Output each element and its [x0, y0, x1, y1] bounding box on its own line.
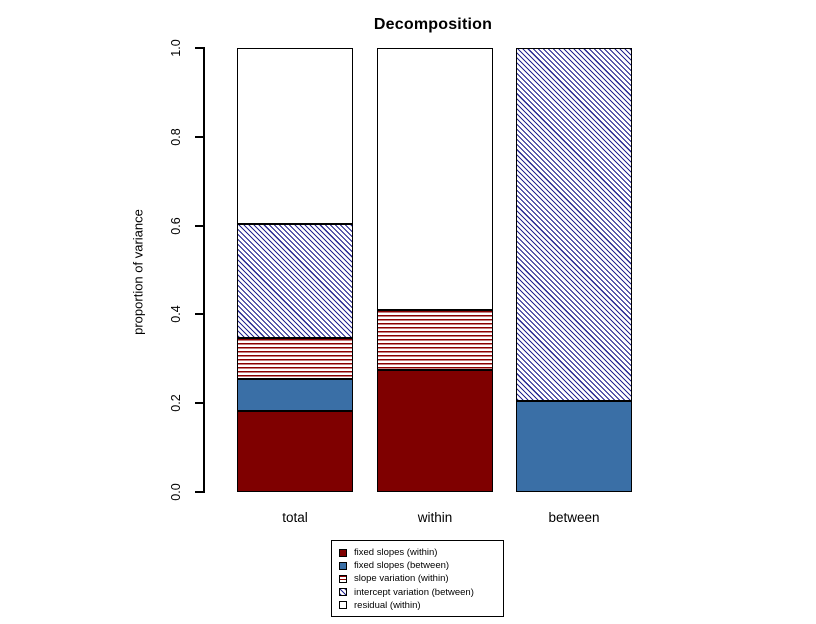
bar-segment — [377, 48, 493, 310]
legend-item: slope variation (within) — [339, 572, 503, 585]
y-axis-tick — [195, 135, 203, 138]
bar-segment — [377, 369, 493, 492]
bar-segment — [237, 224, 353, 339]
y-tick-label-text: 0.2 — [169, 394, 183, 412]
bar-segment — [516, 48, 632, 401]
bar-segment — [237, 411, 353, 492]
y-axis-tick — [195, 491, 203, 493]
legend-item: fixed slopes (between) — [339, 559, 503, 572]
bar-segment — [377, 309, 493, 370]
legend-item-label: slope variation (within) — [354, 573, 449, 585]
y-axis-tick — [195, 313, 203, 316]
legend-item-label: fixed slopes (between) — [354, 560, 450, 572]
legend-key-swatch — [339, 548, 347, 557]
bar-segment — [237, 48, 353, 225]
legend-item-label: fixed slopes (within) — [354, 547, 438, 559]
legend-item-label: intercept variation (between) — [354, 586, 474, 598]
x-category-label: between — [548, 510, 600, 525]
y-tick-label-text: 0.4 — [169, 305, 183, 324]
legend-item: residual (within) — [339, 599, 503, 612]
legend-item: fixed slopes (within) — [339, 546, 503, 559]
y-axis-tick — [195, 402, 203, 405]
y-axis-tick — [195, 224, 203, 227]
legend-key-swatch — [339, 588, 347, 597]
y-tick-label-text: 0.8 — [169, 128, 183, 146]
chart-title: Decomposition — [373, 16, 493, 33]
legend-key-swatch — [339, 561, 347, 570]
legend-key-swatch — [339, 601, 347, 610]
y-axis-tick — [195, 47, 203, 49]
y-axis-line — [203, 47, 205, 493]
bar-segment — [237, 379, 353, 412]
bar-segment — [516, 400, 632, 492]
y-tick-label-text: 0.0 — [169, 483, 183, 501]
legend-item: intercept variation (between) — [339, 586, 503, 599]
x-category-label: within — [417, 510, 453, 525]
y-tick-label-text: 0.6 — [169, 216, 183, 235]
x-category-label: total — [282, 510, 308, 525]
legend-item-label: residual (within) — [354, 599, 421, 611]
y-tick-label-text: 1.0 — [169, 39, 183, 57]
legend-key-swatch — [339, 574, 347, 583]
bar-segment — [237, 338, 353, 380]
legend: fixed slopes (within) fixed slopes (betwe… — [331, 540, 504, 617]
